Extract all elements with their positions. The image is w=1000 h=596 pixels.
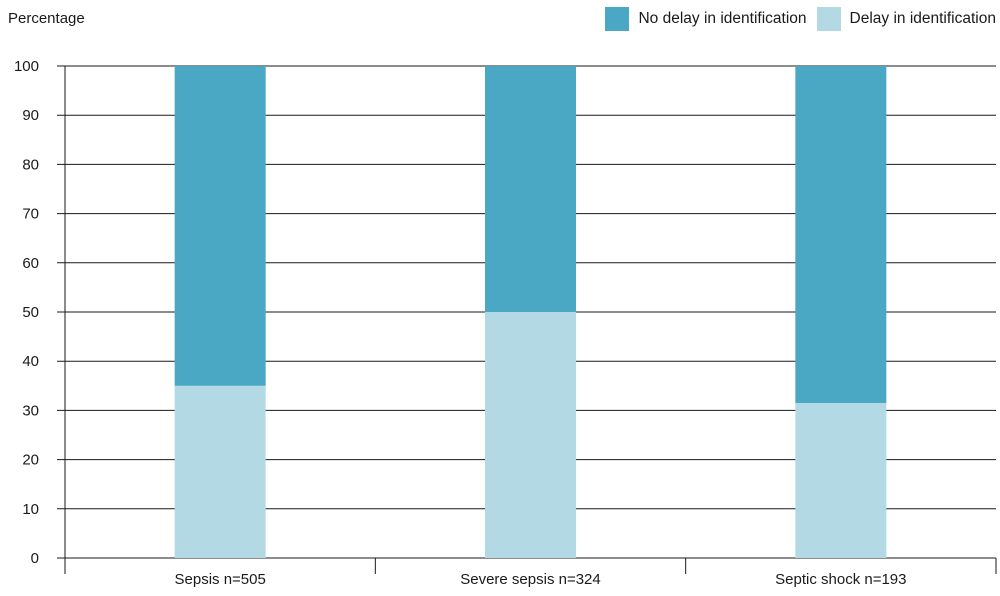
bar-segment <box>485 66 576 312</box>
y-tick-label: 70 <box>22 206 39 223</box>
legend-swatch <box>816 7 841 31</box>
bar-segment <box>485 312 576 558</box>
legend-item: Delay in identification <box>816 7 996 31</box>
y-tick-label: 50 <box>22 304 39 321</box>
y-tick-label: 40 <box>22 353 39 370</box>
bar-segment <box>795 66 887 404</box>
legend-label: No delay in identification <box>638 10 807 27</box>
y-axis-label: Percentage <box>8 10 85 27</box>
y-tick-label: 60 <box>22 255 39 272</box>
x-tick-label: Sepsis n=505 <box>175 571 266 588</box>
legend-label: Delay in identification <box>849 10 996 27</box>
bar-segment <box>174 66 266 386</box>
x-tick-label: Septic shock n=193 <box>775 571 906 588</box>
x-tick-label: Severe sepsis n=324 <box>460 571 601 588</box>
y-tick-label: 100 <box>14 58 39 75</box>
y-tick-label: 90 <box>22 107 39 124</box>
legend-item: No delay in identification <box>605 7 807 31</box>
bar-segment <box>174 385 266 558</box>
y-tick-label: 30 <box>22 402 39 419</box>
legend-swatch <box>605 7 630 31</box>
bar-segment <box>795 403 887 558</box>
y-tick-label: 0 <box>31 550 39 567</box>
y-tick-label: 20 <box>22 452 39 469</box>
y-tick-label: 80 <box>22 156 39 173</box>
legend: No delay in identification Delay in ident… <box>595 7 996 31</box>
y-tick-label: 10 <box>22 501 39 518</box>
